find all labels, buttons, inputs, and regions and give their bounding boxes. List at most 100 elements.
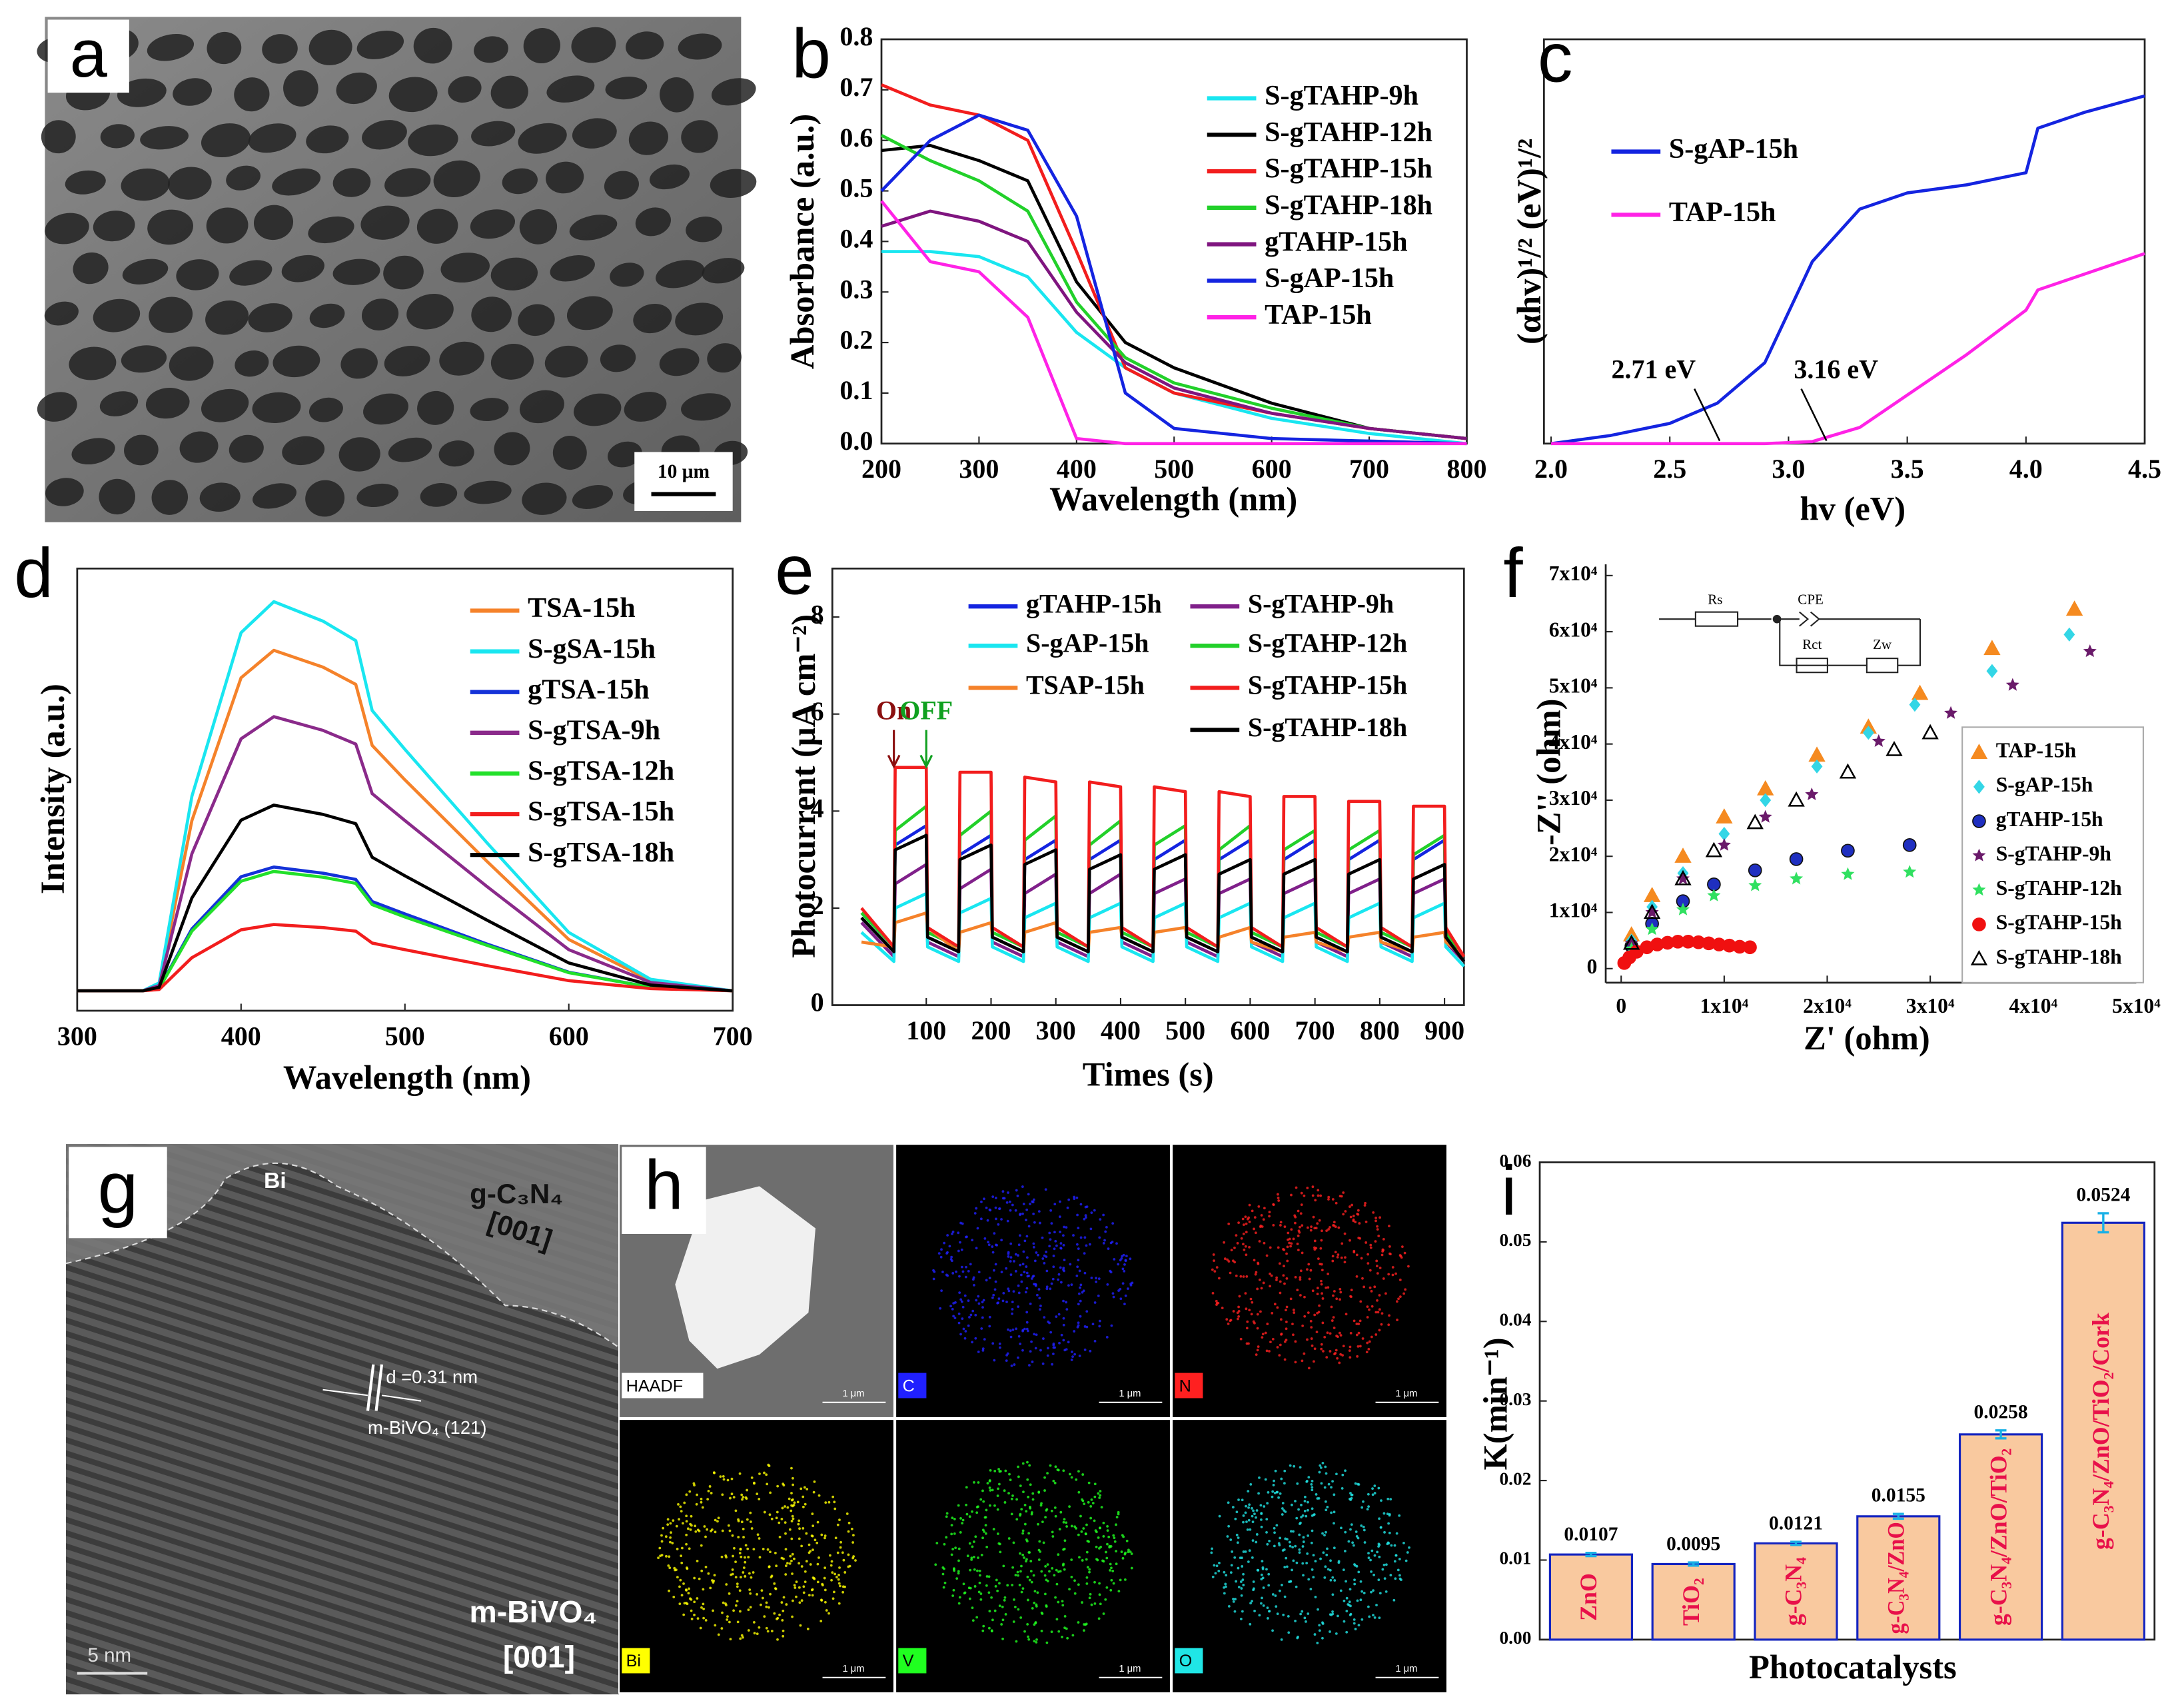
- element-dot: [1344, 1256, 1347, 1259]
- pore: [338, 437, 380, 472]
- element-dot: [1055, 1582, 1059, 1586]
- element-dot: [1117, 1590, 1121, 1592]
- element-dot: [1065, 1348, 1068, 1351]
- element-dot: [1119, 1578, 1122, 1582]
- value-label: 0.0155: [1872, 1485, 1925, 1506]
- element-dot: [769, 1550, 772, 1554]
- element-dot: [742, 1527, 745, 1530]
- element-dot: [1241, 1578, 1245, 1581]
- element-dot: [985, 1584, 988, 1587]
- element-dot: [1366, 1253, 1370, 1256]
- element-dot: [765, 1626, 768, 1630]
- element-dot: [721, 1611, 724, 1614]
- element-dot: [820, 1599, 823, 1602]
- x-tick-label: 700: [1295, 1015, 1335, 1045]
- element-dot: [1052, 1255, 1055, 1257]
- element-dot: [1081, 1559, 1084, 1562]
- element-dot: [1084, 1205, 1087, 1209]
- element-dot: [1310, 1326, 1313, 1329]
- element-dot: [1371, 1493, 1374, 1496]
- element-dot: [1021, 1532, 1025, 1535]
- element-dot: [1059, 1231, 1061, 1233]
- arrow: [381, 1395, 422, 1402]
- element-dot: [1289, 1245, 1293, 1248]
- y-tick-label: 0: [1587, 955, 1598, 978]
- element-dot: [993, 1469, 997, 1472]
- x-tick-label: 500: [1154, 454, 1194, 484]
- legend-label: S-gTAHP-12h: [1265, 117, 1432, 148]
- element-dot: [1020, 1564, 1023, 1568]
- element-dot: [798, 1601, 802, 1604]
- element-dot: [1251, 1514, 1254, 1518]
- element-dot: [1252, 1580, 1255, 1583]
- element-dot: [1001, 1637, 1004, 1640]
- element-dot: [1278, 1354, 1281, 1357]
- pore: [93, 211, 135, 242]
- element-dot: [1273, 1479, 1275, 1482]
- element-dot: [950, 1255, 953, 1259]
- element-dot: [1053, 1506, 1057, 1509]
- element-dot: [1035, 1293, 1039, 1297]
- element-dot: [1337, 1614, 1339, 1618]
- element-dot: [736, 1600, 739, 1603]
- element-dot: [1075, 1274, 1079, 1277]
- element-dot: [957, 1313, 961, 1315]
- element-dot: [833, 1572, 837, 1576]
- element-dot: [714, 1530, 717, 1534]
- inset-label: Rct: [1802, 636, 1822, 652]
- element-dot: [776, 1510, 779, 1514]
- element-dot: [1038, 1540, 1041, 1543]
- element-dot: [1081, 1601, 1083, 1604]
- element-dot: [1211, 1291, 1215, 1295]
- element-dot: [1380, 1253, 1384, 1257]
- element-dot: [1017, 1335, 1021, 1338]
- element-dot: [1045, 1285, 1049, 1289]
- element-dot: [1071, 1355, 1074, 1359]
- element-dot: [958, 1596, 961, 1599]
- element-dot: [1361, 1618, 1364, 1621]
- element-dot: [1265, 1530, 1268, 1534]
- y-axis-label: -Z'' (ohm): [1530, 699, 1568, 846]
- error-bar: [1688, 1561, 1700, 1567]
- element-dot: [1026, 1329, 1029, 1333]
- element-dot: [1052, 1346, 1055, 1349]
- marker: [1789, 852, 1804, 866]
- element-dot: [668, 1566, 672, 1570]
- element-dot: [1335, 1349, 1338, 1352]
- category-label: g-C₃N₄/ZnO: [1883, 1522, 1910, 1634]
- scale-bar-label: 1 μm: [1395, 1664, 1417, 1674]
- element-dot: [839, 1546, 842, 1549]
- element-dot: [965, 1512, 969, 1516]
- element-dot: [968, 1542, 971, 1545]
- element-dot: [1225, 1574, 1228, 1577]
- pore: [356, 30, 404, 59]
- element-dot: [1073, 1197, 1076, 1201]
- element-dot: [678, 1585, 681, 1588]
- element-dot: [1298, 1551, 1301, 1554]
- element-dot: [1271, 1593, 1275, 1596]
- element-dot: [1313, 1360, 1315, 1363]
- scale-bar-label: 1 μm: [1119, 1389, 1141, 1399]
- element-dot: [1251, 1506, 1253, 1510]
- element-dot: [1310, 1337, 1313, 1340]
- element-dot: [726, 1615, 729, 1618]
- element-dot: [831, 1495, 835, 1498]
- element-dot: [1029, 1505, 1031, 1508]
- x-tick-label: 3.5: [1891, 454, 1924, 484]
- element-dot: [1070, 1576, 1073, 1578]
- element-dot: [1231, 1550, 1234, 1553]
- element-dot: [953, 1567, 955, 1570]
- element-dot: [1334, 1225, 1337, 1229]
- element-dot: [833, 1590, 835, 1594]
- legend-label: S-gTAHP-18h: [1248, 712, 1407, 742]
- pore: [205, 300, 249, 335]
- element-dot: [1287, 1231, 1290, 1235]
- element-dot: [773, 1612, 776, 1615]
- element-dot: [991, 1195, 995, 1199]
- pore: [546, 75, 595, 103]
- element-dot: [1245, 1231, 1248, 1234]
- legend-label: gTAHP-15h: [1265, 226, 1408, 257]
- element-dot: [744, 1560, 747, 1564]
- element-dot: [1019, 1343, 1022, 1345]
- element-dot: [1045, 1287, 1049, 1291]
